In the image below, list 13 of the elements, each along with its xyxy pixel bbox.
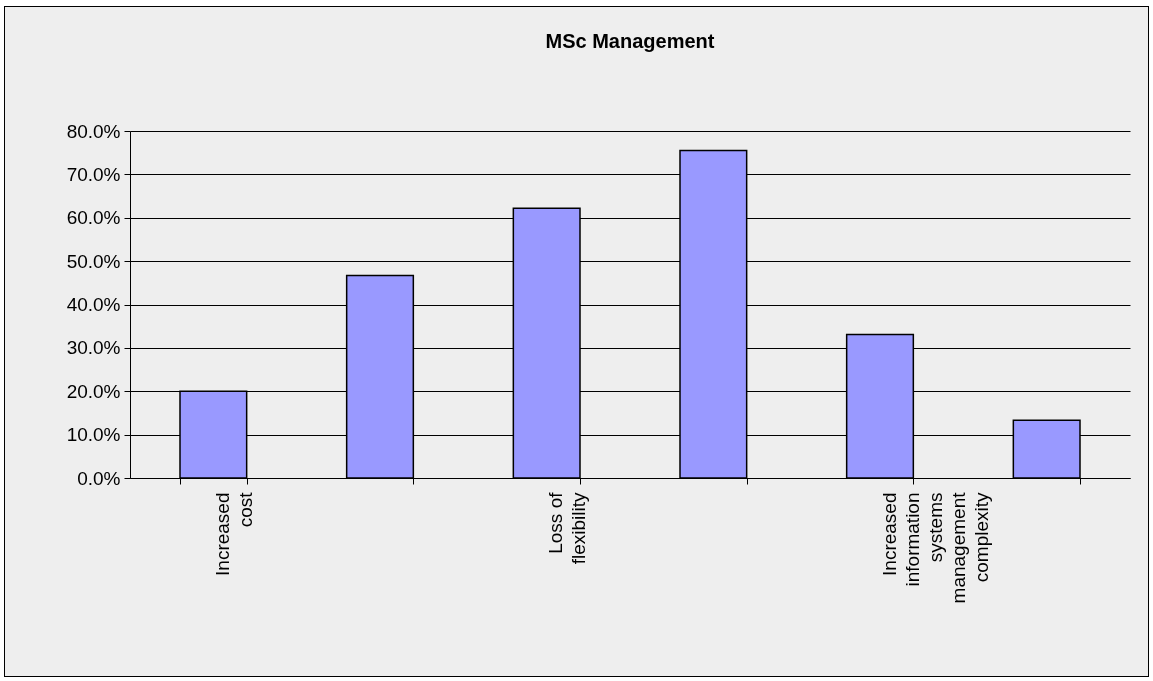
y-tick-label: 20.0% [66,380,121,402]
chart-title: MSc Management [545,30,715,52]
y-tick-label: 70.0% [66,163,121,185]
y-tick-label: 30.0% [66,337,121,359]
y-tick-label: 10.0% [66,424,121,446]
x-tick-label: Increased information systems management complexity [878,491,992,604]
y-tick-label: 40.0% [66,294,121,315]
y-tick-label: 60.0% [66,207,121,229]
y-tick-label: 80.0% [66,120,121,142]
y-tick-label: 50.0% [66,250,121,272]
y-tick-label: 0.0% [77,467,121,489]
x-tick-label: Loss of flexibility [545,491,590,565]
x-tick-label: Increased cost [211,491,256,576]
